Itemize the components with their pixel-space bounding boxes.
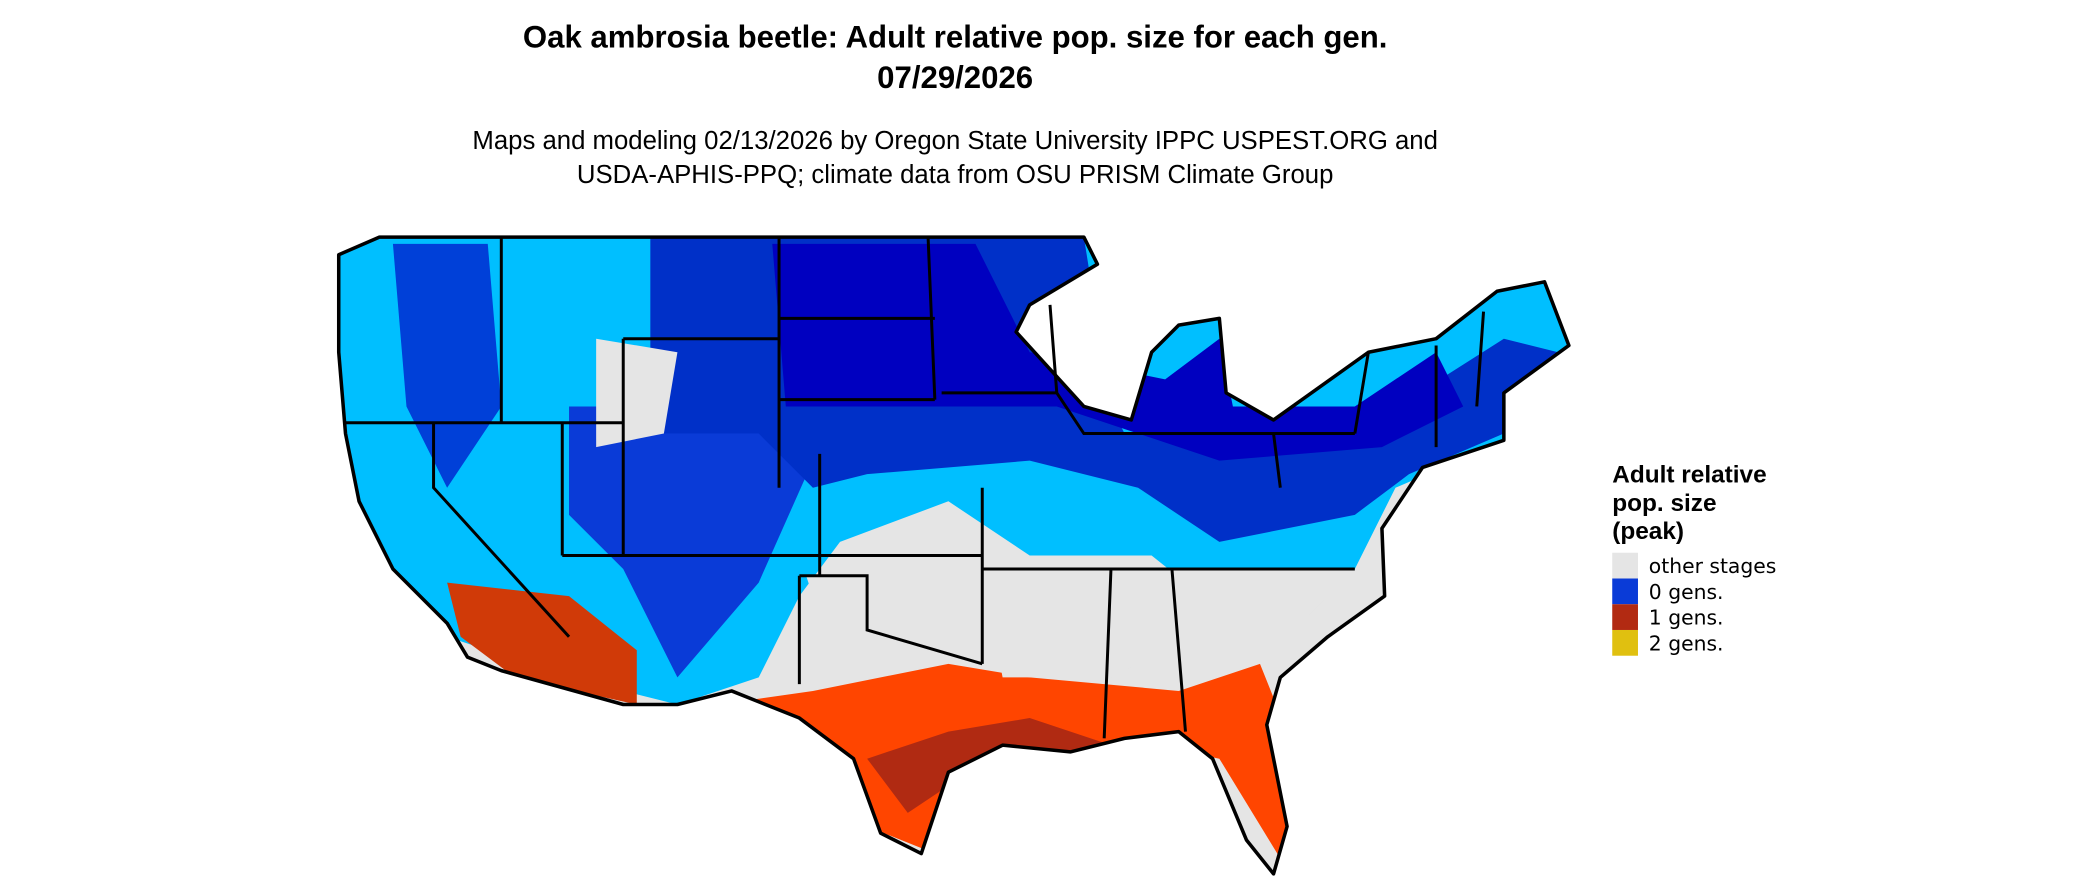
legend-label: other stages [1649,554,1777,578]
legend-swatch [1612,578,1638,605]
subtitle-line: USDA-APHIS-PPQ; climate data from OSU PR… [577,161,1334,189]
legend-title: Adult relative [1612,461,1766,488]
date: 07/29/2026 [877,60,1033,95]
legend-title: pop. size [1612,490,1716,517]
state-borders [336,235,1571,876]
subtitle-line: Maps and modeling 02/13/2026 by Oregon S… [472,127,1438,155]
legend-label: 1 gens. [1649,606,1724,630]
legend-swatch [1612,552,1638,579]
legend-label: 2 gens. [1649,631,1724,655]
legend-title: (peak) [1612,518,1684,545]
legend-label: 0 gens. [1649,580,1724,604]
legend-swatch [1612,629,1638,656]
legend-swatch [1612,604,1638,630]
title: Oak ambrosia beetle: Adult relative pop.… [523,19,1388,54]
